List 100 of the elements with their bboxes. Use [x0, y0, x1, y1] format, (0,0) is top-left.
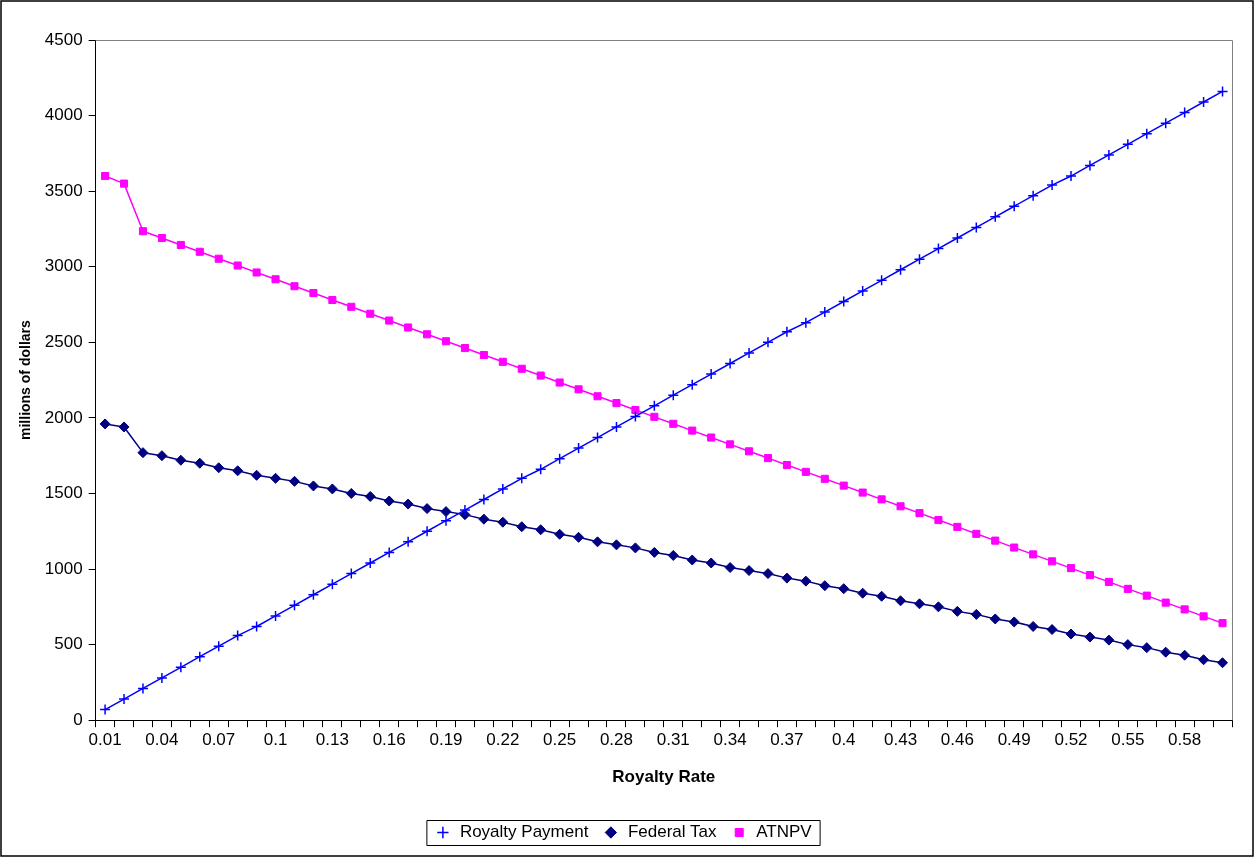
- point: [953, 522, 962, 531]
- point: [517, 364, 526, 373]
- x-tick-label: 0.01: [88, 730, 122, 750]
- point: [1142, 591, 1151, 600]
- point: [705, 368, 717, 380]
- point: [932, 601, 944, 613]
- point: [667, 389, 680, 401]
- point: [270, 472, 282, 484]
- point: [1008, 616, 1020, 628]
- point: [989, 613, 1001, 625]
- point: [629, 410, 642, 423]
- point: [762, 568, 774, 580]
- point: [989, 211, 1001, 223]
- point: [119, 179, 129, 188]
- point: [137, 447, 149, 459]
- point: [1217, 657, 1229, 669]
- x-tick-label: 0.31: [656, 730, 690, 750]
- legend-label: Royalty Payment: [459, 822, 589, 842]
- point: [536, 371, 545, 380]
- point: [648, 546, 660, 558]
- point: [913, 253, 926, 265]
- point: [934, 516, 943, 525]
- point: [440, 514, 452, 527]
- legend-label: Federal Tax: [627, 822, 717, 842]
- point: [726, 440, 735, 449]
- point: [951, 232, 964, 244]
- point: [839, 481, 848, 490]
- point: [1027, 620, 1039, 632]
- x-tick-label: 0.52: [1054, 730, 1088, 750]
- point: [610, 539, 622, 551]
- point: [972, 529, 981, 538]
- x-tick-label: 0.58: [1168, 730, 1202, 750]
- point: [1216, 85, 1229, 98]
- point: [1029, 550, 1038, 559]
- point: [553, 452, 566, 465]
- point: [648, 400, 661, 412]
- point: [138, 227, 147, 236]
- point: [1046, 624, 1058, 636]
- x-tick-label: 0.4: [831, 730, 856, 750]
- point: [686, 554, 698, 566]
- point: [214, 254, 223, 263]
- point: [271, 275, 280, 284]
- point: [1197, 96, 1210, 108]
- point: [877, 495, 886, 504]
- point: [364, 557, 376, 569]
- point: [762, 336, 774, 349]
- point: [555, 378, 564, 387]
- point: [156, 450, 168, 462]
- point: [1065, 170, 1077, 182]
- y-tick-label: 1000: [44, 558, 83, 578]
- point: [194, 457, 206, 469]
- point: [915, 509, 924, 518]
- y-tick-label: 500: [54, 634, 83, 654]
- point: [932, 242, 945, 255]
- point: [1122, 138, 1134, 151]
- point: [212, 640, 225, 652]
- point: [1048, 557, 1057, 566]
- point: [572, 442, 585, 454]
- point: [516, 521, 528, 533]
- point: [705, 557, 717, 569]
- point: [497, 483, 509, 495]
- point: [1027, 189, 1039, 202]
- point: [1160, 646, 1172, 658]
- x-tick-label: 0.37: [770, 730, 804, 750]
- point: [837, 295, 850, 308]
- point: [176, 240, 185, 249]
- point: [99, 418, 111, 430]
- point: [402, 536, 414, 548]
- point: [1084, 159, 1096, 172]
- point: [894, 264, 907, 276]
- point: [309, 289, 318, 298]
- point: [819, 306, 831, 318]
- point: [743, 347, 755, 359]
- point: [1066, 564, 1076, 573]
- point: [250, 620, 263, 633]
- point: [745, 447, 754, 456]
- point: [404, 323, 413, 332]
- point: [535, 524, 547, 536]
- point: [801, 467, 810, 476]
- x-tick-label: 0.19: [429, 730, 463, 750]
- point: [1104, 577, 1113, 586]
- point: [724, 357, 736, 370]
- point: [629, 542, 641, 554]
- point: [743, 565, 755, 577]
- x-tick-label: 0.13: [315, 730, 349, 750]
- point: [782, 461, 791, 470]
- point: [951, 605, 963, 617]
- x-tick-label: 0.1: [263, 730, 288, 750]
- point: [269, 610, 282, 622]
- point: [991, 536, 1000, 545]
- point: [347, 302, 356, 311]
- point: [364, 490, 376, 502]
- y-tick-label: 1500: [44, 483, 83, 503]
- point: [1122, 639, 1134, 651]
- point: [231, 629, 244, 642]
- point: [252, 268, 261, 277]
- point: [724, 562, 736, 574]
- y-tick-label: 2500: [44, 332, 83, 351]
- point: [194, 650, 206, 663]
- point: [290, 282, 299, 291]
